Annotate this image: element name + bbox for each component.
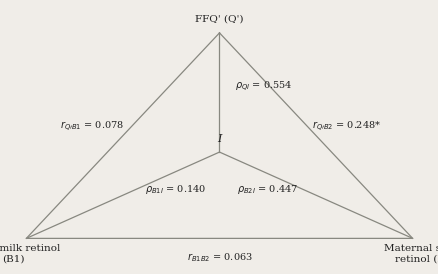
Text: $\rho_{B2I}$ = 0.447: $\rho_{B2I}$ = 0.447 [237, 183, 298, 196]
Text: FFQ' (Q'): FFQ' (Q') [195, 14, 243, 23]
Text: Maternal sérum
retinol (B2): Maternal sérum retinol (B2) [383, 244, 438, 263]
Text: $r_{Q\prime B2}$ = 0.248*: $r_{Q\prime B2}$ = 0.248* [311, 120, 381, 135]
Text: Breastmilk retinol
(B1): Breastmilk retinol (B1) [0, 244, 61, 263]
Text: $r_{Q\prime B1}$ = 0.078: $r_{Q\prime B1}$ = 0.078 [60, 120, 124, 135]
Text: $\rho_{QI}$ = 0.554: $\rho_{QI}$ = 0.554 [234, 80, 292, 94]
Text: $\rho_{B1I}$ = 0.140: $\rho_{B1I}$ = 0.140 [145, 183, 205, 196]
Text: $r_{B1B2}$ = 0.063: $r_{B1B2}$ = 0.063 [186, 251, 252, 264]
Text: I: I [217, 134, 221, 144]
